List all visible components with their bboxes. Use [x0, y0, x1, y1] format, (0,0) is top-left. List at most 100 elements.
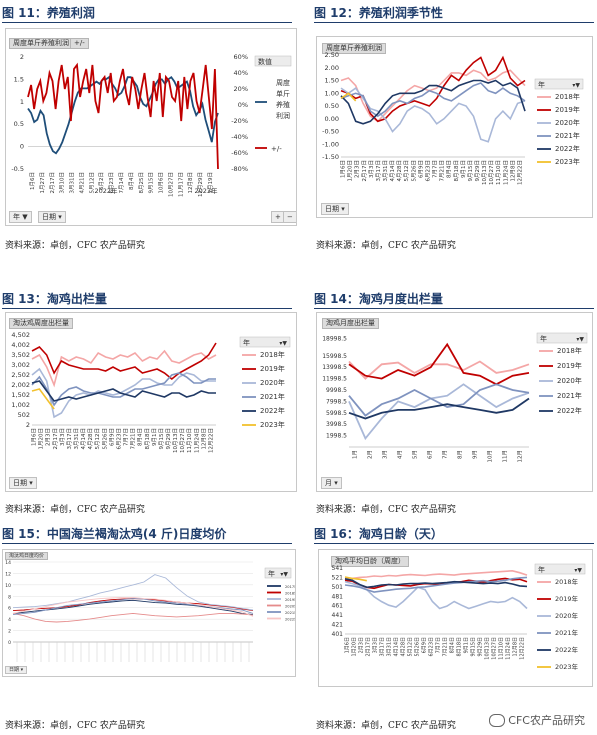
series-line-2023年 — [340, 92, 357, 102]
legend-label: 养殖 — [276, 100, 290, 109]
series-line-2020年 — [340, 86, 526, 143]
series-line-2019年 — [340, 55, 526, 123]
x-tick-label: 6月23日 — [108, 172, 115, 194]
wechat-icon — [489, 713, 506, 727]
filter-date-button[interactable]: 日期 ▾ — [5, 666, 28, 674]
x-tick-label: 1月27日 — [39, 172, 46, 194]
legend-label: 2018年 — [555, 92, 580, 101]
x-tick-label: 3月3日 — [59, 428, 66, 446]
legend-label: 2021年 — [555, 628, 579, 637]
x-tick-label: 9月1日 — [460, 160, 467, 178]
field-button-diff[interactable]: +/- — [70, 38, 89, 49]
x-tick-label: 11月10日 — [499, 637, 505, 660]
filter-date-button[interactable]: 日期 ▾ — [321, 203, 349, 215]
legend-label: 2021年 — [557, 391, 582, 400]
y-tick-label: 1,002 — [11, 401, 30, 409]
x-tick-label: 8月 — [457, 450, 464, 459]
y-right-tick-label: 0% — [238, 101, 248, 109]
filter-month-button[interactable]: 月 ▾ — [321, 477, 342, 489]
series-line-+/- — [27, 62, 219, 170]
x-group-label: 2023年 — [194, 186, 218, 195]
legend-label: 2020年 — [260, 378, 285, 387]
x-tick-label: 11月10日 — [495, 160, 502, 185]
x-tick-label: 5月12日 — [408, 637, 414, 657]
figure-15-title: 图 15：中国海兰褐淘汰鸡(4 斤)日度均价 — [2, 527, 227, 541]
x-tick-label: 10月 — [487, 450, 494, 463]
x-tick-label: 6月23日 — [429, 637, 435, 657]
legend-label: 2022年 — [555, 645, 579, 654]
x-tick-label: 6月9日 — [417, 160, 424, 178]
x-tick-label: 5月12日 — [403, 160, 410, 182]
filter-date-button[interactable]: 日期 ▾ — [38, 211, 66, 223]
legend-label: 2022年 — [557, 406, 582, 415]
figure-15-source: 资料来源：卓创，CFC 农产品研究 — [5, 721, 145, 731]
x-tick-label: 3月31日 — [382, 160, 389, 182]
legend-header — [534, 563, 586, 575]
x-tick-label: 1月6日 — [31, 428, 38, 446]
y-tick-label: 10 — [5, 583, 11, 589]
x-tick-label: 7月 — [442, 450, 449, 459]
figure-13-panel: 淘汰鸡周度出栏量 4,502 4,002 3,502 3,002 2,502 2,002 1… — [5, 312, 297, 492]
x-tick-label: 12月8日 — [200, 428, 207, 450]
series-line-2021年 — [31, 372, 216, 407]
x-tick-label: 10月6日 — [158, 172, 165, 194]
series-line-2018年 — [340, 69, 526, 123]
x-group-label: 2022年 — [94, 186, 118, 195]
series-line-2021年 — [340, 82, 526, 118]
figure-12-rule — [314, 22, 594, 23]
field-button[interactable]: 淘鸡月度出栏量 — [322, 318, 379, 329]
field-button[interactable]: 周度单斤养殖利润 — [322, 43, 386, 54]
x-tick-label: 9月15日 — [471, 637, 477, 657]
series-line-2022年 — [344, 578, 528, 589]
legend-label: 2018年 — [555, 577, 579, 586]
x-tick-label: 3月17日 — [375, 160, 382, 182]
legend-label: 2019年 — [555, 594, 579, 603]
legend-label: 2023年 — [260, 420, 285, 429]
x-tick-label: 10月27日 — [167, 172, 174, 197]
series-line-2019年 — [344, 577, 528, 590]
y-left-tick-label: 0 — [20, 143, 24, 151]
x-tick-label: 4月14日 — [394, 637, 400, 657]
zoom-out-button[interactable]: − — [283, 211, 296, 223]
figure-16-rule — [314, 543, 594, 544]
legend-label: 2020年 — [555, 118, 580, 127]
field-button[interactable]: 淘汰鸡周度出栏量 — [9, 318, 73, 329]
x-tick-label: 7月21日 — [130, 428, 137, 450]
legend-label: 利润 — [276, 111, 290, 120]
y-tick-label: 8 — [8, 594, 11, 600]
filter-date-label: 日期 — [325, 205, 339, 213]
y-tick-label: 0.00 — [325, 115, 339, 123]
chart-f12-svg: 2.502.001.501.000.500.00-0.50-1.00-1.501… — [322, 51, 584, 185]
x-tick-label: 4月28日 — [87, 428, 94, 450]
x-tick-label: 6月2日 — [98, 172, 105, 190]
x-tick-label: 9月15日 — [467, 160, 474, 182]
x-tick-label: 9月29日 — [474, 160, 481, 182]
y-tick-label: -1.50 — [322, 153, 339, 161]
filter-year-button[interactable]: 年 ▼ — [9, 211, 32, 223]
legend-label: 2019年 — [555, 105, 580, 114]
y-tick-label: 6 — [8, 606, 11, 612]
y-left-tick-label: 1 — [20, 98, 24, 106]
x-tick-label: 12月8日 — [509, 160, 516, 182]
x-tick-label: 8月4日 — [450, 637, 456, 653]
y-right-tick-label: -40% — [231, 133, 248, 141]
filter-date-button[interactable]: 日期 ▾ — [9, 477, 37, 489]
x-tick-label: 12月22日 — [516, 160, 523, 185]
y-tick-label: 2,002 — [11, 381, 30, 389]
x-tick-label: 4月21日 — [78, 172, 85, 194]
legend-title: 年 — [243, 338, 250, 347]
legend-header — [254, 55, 292, 67]
x-tick-label: 1月20日 — [38, 428, 45, 450]
x-tick-label: 7月7日 — [436, 637, 442, 653]
field-button[interactable]: 淘鸡平均日龄（周度） — [331, 556, 409, 567]
legend-label: 2023年 — [555, 662, 579, 671]
figure-12-source: 资料来源：卓创，CFC 农产品研究 — [316, 241, 456, 251]
x-tick-label: 7月21日 — [443, 637, 449, 657]
field-button[interactable]: 淘汰鸡日度均价 — [5, 552, 49, 560]
y-right-tick-label: -20% — [231, 117, 248, 125]
legend-label: 2021年 — [260, 392, 285, 401]
y-tick-label: 9998.5 — [326, 387, 347, 394]
figure-13-rule — [2, 308, 292, 309]
legend-label: 2021年 — [555, 131, 580, 140]
y-tick-label: 13998.5 — [322, 364, 347, 371]
